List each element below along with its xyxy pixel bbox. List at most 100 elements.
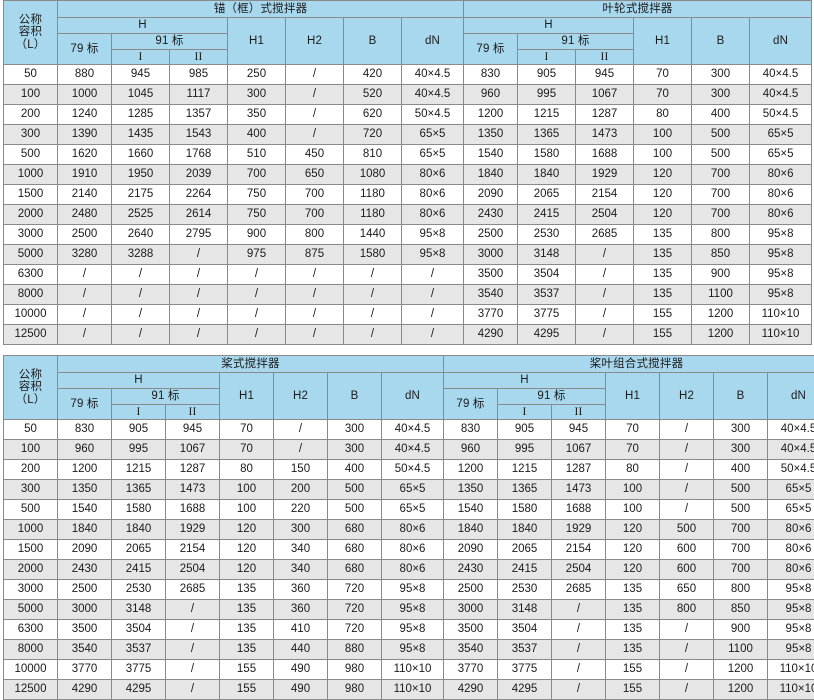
cell-right-4: / [660, 620, 714, 640]
cell-right-0: 1350 [444, 480, 498, 500]
cell-volume: 1000 [4, 520, 58, 540]
cell-right-1: 905 [498, 420, 552, 440]
cell-left-2: 2264 [170, 185, 228, 205]
cell-right-3: 155 [634, 325, 692, 345]
cell-left-0: 2500 [58, 225, 112, 245]
cell-volume: 10000 [4, 660, 58, 680]
cell-left-2: / [166, 620, 220, 640]
cell-right-6: 95×8 [768, 600, 814, 620]
cell-right-5: 110×10 [750, 305, 812, 325]
cell-left-1: / [112, 305, 170, 325]
right-std79-header: 79 标 [464, 34, 518, 65]
cell-right-4: / [660, 680, 714, 700]
cell-left-4: 360 [274, 600, 328, 620]
cell-right-3: 135 [634, 285, 692, 305]
cell-left-0: 1000 [58, 85, 112, 105]
cell-right-0: 3500 [464, 265, 518, 285]
cell-right-0: 1200 [464, 105, 518, 125]
cell-volume: 2000 [4, 560, 58, 580]
cell-right-0: 3770 [444, 660, 498, 680]
cell-right-1: 3504 [498, 620, 552, 640]
cell-left-6: 40×4.5 [402, 85, 464, 105]
cell-left-3: 135 [220, 620, 274, 640]
cell-right-5: 50×4.5 [750, 105, 812, 125]
cell-volume: 6300 [4, 620, 58, 640]
cell-right-2: 1287 [552, 460, 606, 480]
cell-left-2: 2614 [170, 205, 228, 225]
cell-volume: 1500 [4, 540, 58, 560]
cell-right-0: 830 [464, 65, 518, 85]
cell-right-5: 700 [714, 560, 768, 580]
cell-volume: 12500 [4, 680, 58, 700]
cell-volume: 300 [4, 480, 58, 500]
cell-left-2: / [170, 265, 228, 285]
cell-right-3: 135 [606, 580, 660, 600]
cell-left-1: 2415 [112, 560, 166, 580]
cell-right-0: 2090 [444, 540, 498, 560]
cell-right-4: 1100 [692, 285, 750, 305]
cell-left-3: 750 [228, 185, 286, 205]
cell-right-1: 2530 [498, 580, 552, 600]
cell-right-3: 120 [634, 205, 692, 225]
cell-left-3: 70 [220, 440, 274, 460]
cell-left-0: 3500 [58, 620, 112, 640]
cell-left-0: / [58, 305, 112, 325]
cell-right-2: / [552, 600, 606, 620]
cell-right-6: 50×4.5 [768, 460, 814, 480]
cell-right-0: 1540 [444, 500, 498, 520]
cell-left-0: / [58, 325, 112, 345]
cell-right-6: 80×6 [768, 560, 814, 580]
cell-left-0: 1840 [58, 520, 112, 540]
cell-right-2: 945 [552, 420, 606, 440]
cell-right-1: 3148 [518, 245, 576, 265]
left-H2-header: H2 [274, 373, 328, 420]
cell-volume: 50 [4, 65, 58, 85]
cell-left-4: / [286, 305, 344, 325]
cell-left-2: / [166, 600, 220, 620]
cell-right-0: 4290 [444, 680, 498, 700]
cell-left-6: 80×6 [382, 560, 444, 580]
cell-right-4: / [660, 660, 714, 680]
cell-left-2: 2154 [166, 540, 220, 560]
left-B-header: B [344, 18, 402, 65]
cell-right-2: 945 [576, 65, 634, 85]
cell-right-5: 110×10 [750, 325, 812, 345]
cell-left-6: 80×6 [402, 165, 464, 185]
cell-left-2: / [170, 245, 228, 265]
cell-left-0: 3280 [58, 245, 112, 265]
right-std91-header: 91 标 [498, 389, 606, 405]
cell-right-2: / [576, 285, 634, 305]
cell-left-3: 155 [220, 660, 274, 680]
cell-right-5: 80×6 [750, 165, 812, 185]
left-roman-1-header: I [112, 405, 166, 420]
cell-left-0: 1240 [58, 105, 112, 125]
cell-left-4: 340 [274, 560, 328, 580]
cell-left-5: / [344, 305, 402, 325]
cell-right-3: 135 [634, 225, 692, 245]
cell-left-5: 680 [328, 520, 382, 540]
spec-sheet: 公称 容积 （L） 锚（框）式搅拌器 叶轮式搅拌器 H H1 H2 B dN H… [0, 0, 814, 606]
cell-left-4: 800 [286, 225, 344, 245]
cell-right-4: 800 [660, 600, 714, 620]
cell-left-4: 150 [274, 460, 328, 480]
cell-left-0: 3540 [58, 640, 112, 660]
cell-left-5: 880 [328, 640, 382, 660]
cell-left-6: / [402, 305, 464, 325]
cell-left-1: / [112, 265, 170, 285]
cell-right-4: / [660, 440, 714, 460]
cell-left-5: 1180 [344, 205, 402, 225]
agitator-spec-table-2: 公称 容积 （L） 桨式搅拌器 桨叶组合式搅拌器 H H1 H2 B dN H … [3, 355, 814, 700]
cell-right-6: 40×4.5 [768, 420, 814, 440]
cell-right-5: 300 [714, 440, 768, 460]
cell-right-2: 2685 [552, 580, 606, 600]
cell-right-3: 155 [606, 660, 660, 680]
cell-right-1: 3148 [498, 600, 552, 620]
cell-left-5: 300 [328, 440, 382, 460]
